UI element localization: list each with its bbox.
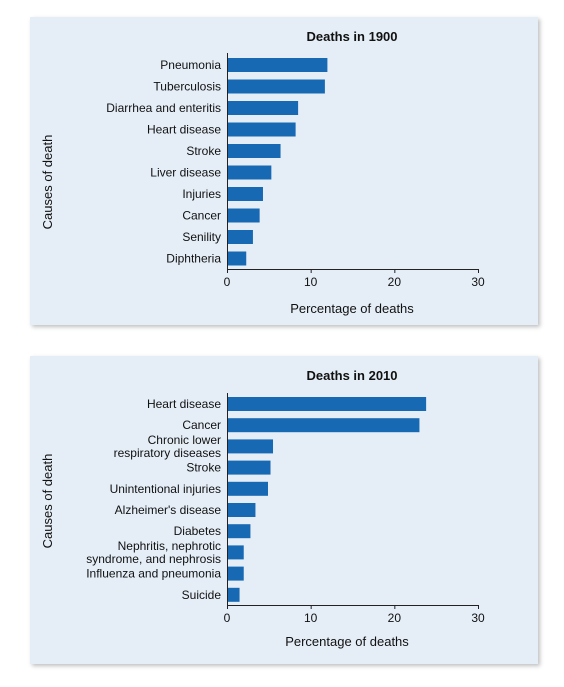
chart-1900: Deaths in 1900 Causes of death Percentag… <box>40 29 485 316</box>
x-tick-label: 0 <box>224 275 231 289</box>
x-tick-label: 10 <box>304 611 318 625</box>
bar <box>227 208 260 223</box>
chart-title: Deaths in 2010 <box>306 368 397 383</box>
chart-panel-2010: Deaths in 2010 Causes of death Percentag… <box>30 356 538 664</box>
bar <box>227 545 244 560</box>
category-label: Injuries <box>182 187 221 201</box>
category-label: Cancer <box>182 418 221 432</box>
category-label: Unintentional injuries <box>110 482 221 496</box>
category-label: Heart disease <box>147 123 221 137</box>
category-label: Senility <box>182 230 221 244</box>
x-axis-label: Percentage of deaths <box>285 634 409 649</box>
bar <box>227 230 253 244</box>
x-tick-label: 30 <box>471 611 485 625</box>
bar <box>227 165 272 180</box>
category-label: Stroke <box>186 144 221 158</box>
category-label: Pneumonia <box>160 58 221 72</box>
bar <box>227 251 247 266</box>
x-tick-label: 20 <box>388 611 402 625</box>
y-axis-label: Causes of death <box>40 135 55 230</box>
bar <box>227 566 244 581</box>
y-axis-label: Causes of death <box>40 454 55 549</box>
bar <box>227 439 274 454</box>
chart-title: Deaths in 1900 <box>306 29 397 44</box>
chart-panel-1900: Deaths in 1900 Causes of death Percentag… <box>30 17 538 325</box>
x-axis-label: Percentage of deaths <box>290 301 414 316</box>
x-tick-label: 30 <box>471 275 485 289</box>
category-label: Nephritis, nephrotic <box>118 539 221 553</box>
bar <box>227 79 325 94</box>
category-label: Chronic lower <box>148 433 221 447</box>
bar <box>227 418 420 433</box>
category-label: Tuberculosis <box>153 80 221 94</box>
category-label: Alzheimer's disease <box>115 503 222 517</box>
bar <box>227 503 256 517</box>
category-label: Suicide <box>182 588 222 602</box>
bar <box>227 397 427 411</box>
x-tick-label: 20 <box>388 275 402 289</box>
chart-2010: Deaths in 2010 Causes of death Percentag… <box>40 368 485 649</box>
bar <box>227 101 299 115</box>
bar <box>227 524 251 539</box>
category-label: Diarrhea and enteritis <box>106 101 221 115</box>
x-tick-label: 0 <box>224 611 231 625</box>
category-label: Stroke <box>186 461 221 475</box>
bar <box>227 187 263 201</box>
category-label: Liver disease <box>150 166 221 180</box>
x-tick-label: 10 <box>304 275 318 289</box>
category-label: Cancer <box>182 209 221 223</box>
bar <box>227 144 281 158</box>
category-label: Heart disease <box>147 397 221 411</box>
bar <box>227 460 271 475</box>
category-label: respiratory diseases <box>114 446 221 460</box>
category-label: Influenza and pneumonia <box>86 567 221 581</box>
bar <box>227 587 240 602</box>
category-label: Diabetes <box>174 524 221 538</box>
bar <box>227 58 328 72</box>
category-label: Diphtheria <box>166 252 221 266</box>
category-label: syndrome, and nephrosis <box>86 552 221 566</box>
bar <box>227 122 296 137</box>
bar <box>227 481 268 496</box>
